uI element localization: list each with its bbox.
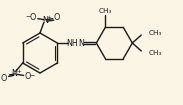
Text: O: O	[24, 72, 31, 81]
Text: N: N	[42, 16, 48, 25]
Text: CH₃: CH₃	[99, 8, 112, 14]
Text: CH₃: CH₃	[148, 50, 162, 56]
Text: N: N	[78, 39, 84, 47]
Text: NH: NH	[66, 39, 78, 47]
Text: CH₃: CH₃	[148, 30, 162, 36]
Text: −: −	[25, 14, 30, 19]
Text: O: O	[30, 13, 36, 22]
Text: O: O	[0, 74, 7, 83]
Text: O: O	[54, 13, 60, 22]
Text: −: −	[29, 72, 34, 77]
Text: +: +	[16, 69, 21, 74]
Text: N: N	[12, 69, 18, 78]
Text: +: +	[46, 15, 51, 20]
